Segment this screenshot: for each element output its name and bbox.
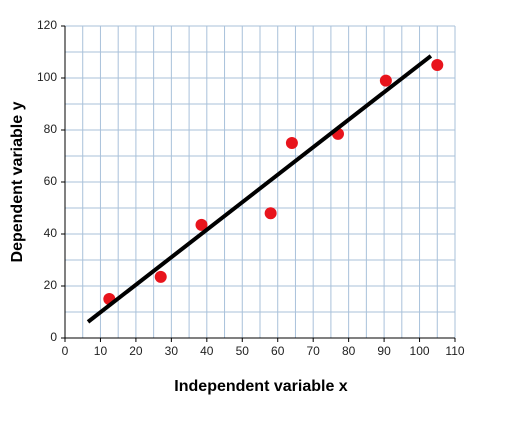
point [154,270,167,283]
x-tick-label: 30 [165,344,179,358]
point [285,137,298,149]
x-tick-label: 40 [200,344,214,358]
point [264,207,277,220]
y-tick-label: 60 [44,174,58,188]
x-tick-label: 80 [342,344,356,358]
y-tick-label: 100 [37,70,57,84]
y-axis-label: Dependent variable y [9,101,26,262]
y-tick-label: 120 [37,18,57,32]
x-tick-label: 110 [445,344,464,358]
grid [64,25,456,339]
y-tick-label: 80 [44,122,58,136]
x-tick-label: 90 [377,344,391,358]
plot-area [86,54,444,324]
point [431,59,444,71]
y-tick-label: 0 [50,330,57,344]
x-tick-label: 0 [62,344,69,358]
x-tick-label: 50 [236,344,250,358]
trend-line [86,54,433,324]
x-tick-label: 10 [94,344,108,358]
y-tick-label: 20 [44,278,58,292]
x-tick-label: 70 [307,344,321,358]
point [195,218,208,231]
x-tick-label: 60 [271,344,285,358]
x-tick-label: 20 [129,344,143,358]
x-axis-label: Independent variable x [174,378,347,395]
x-tick-label: 100 [410,344,430,358]
point [379,74,392,87]
y-tick-label: 40 [44,226,58,240]
